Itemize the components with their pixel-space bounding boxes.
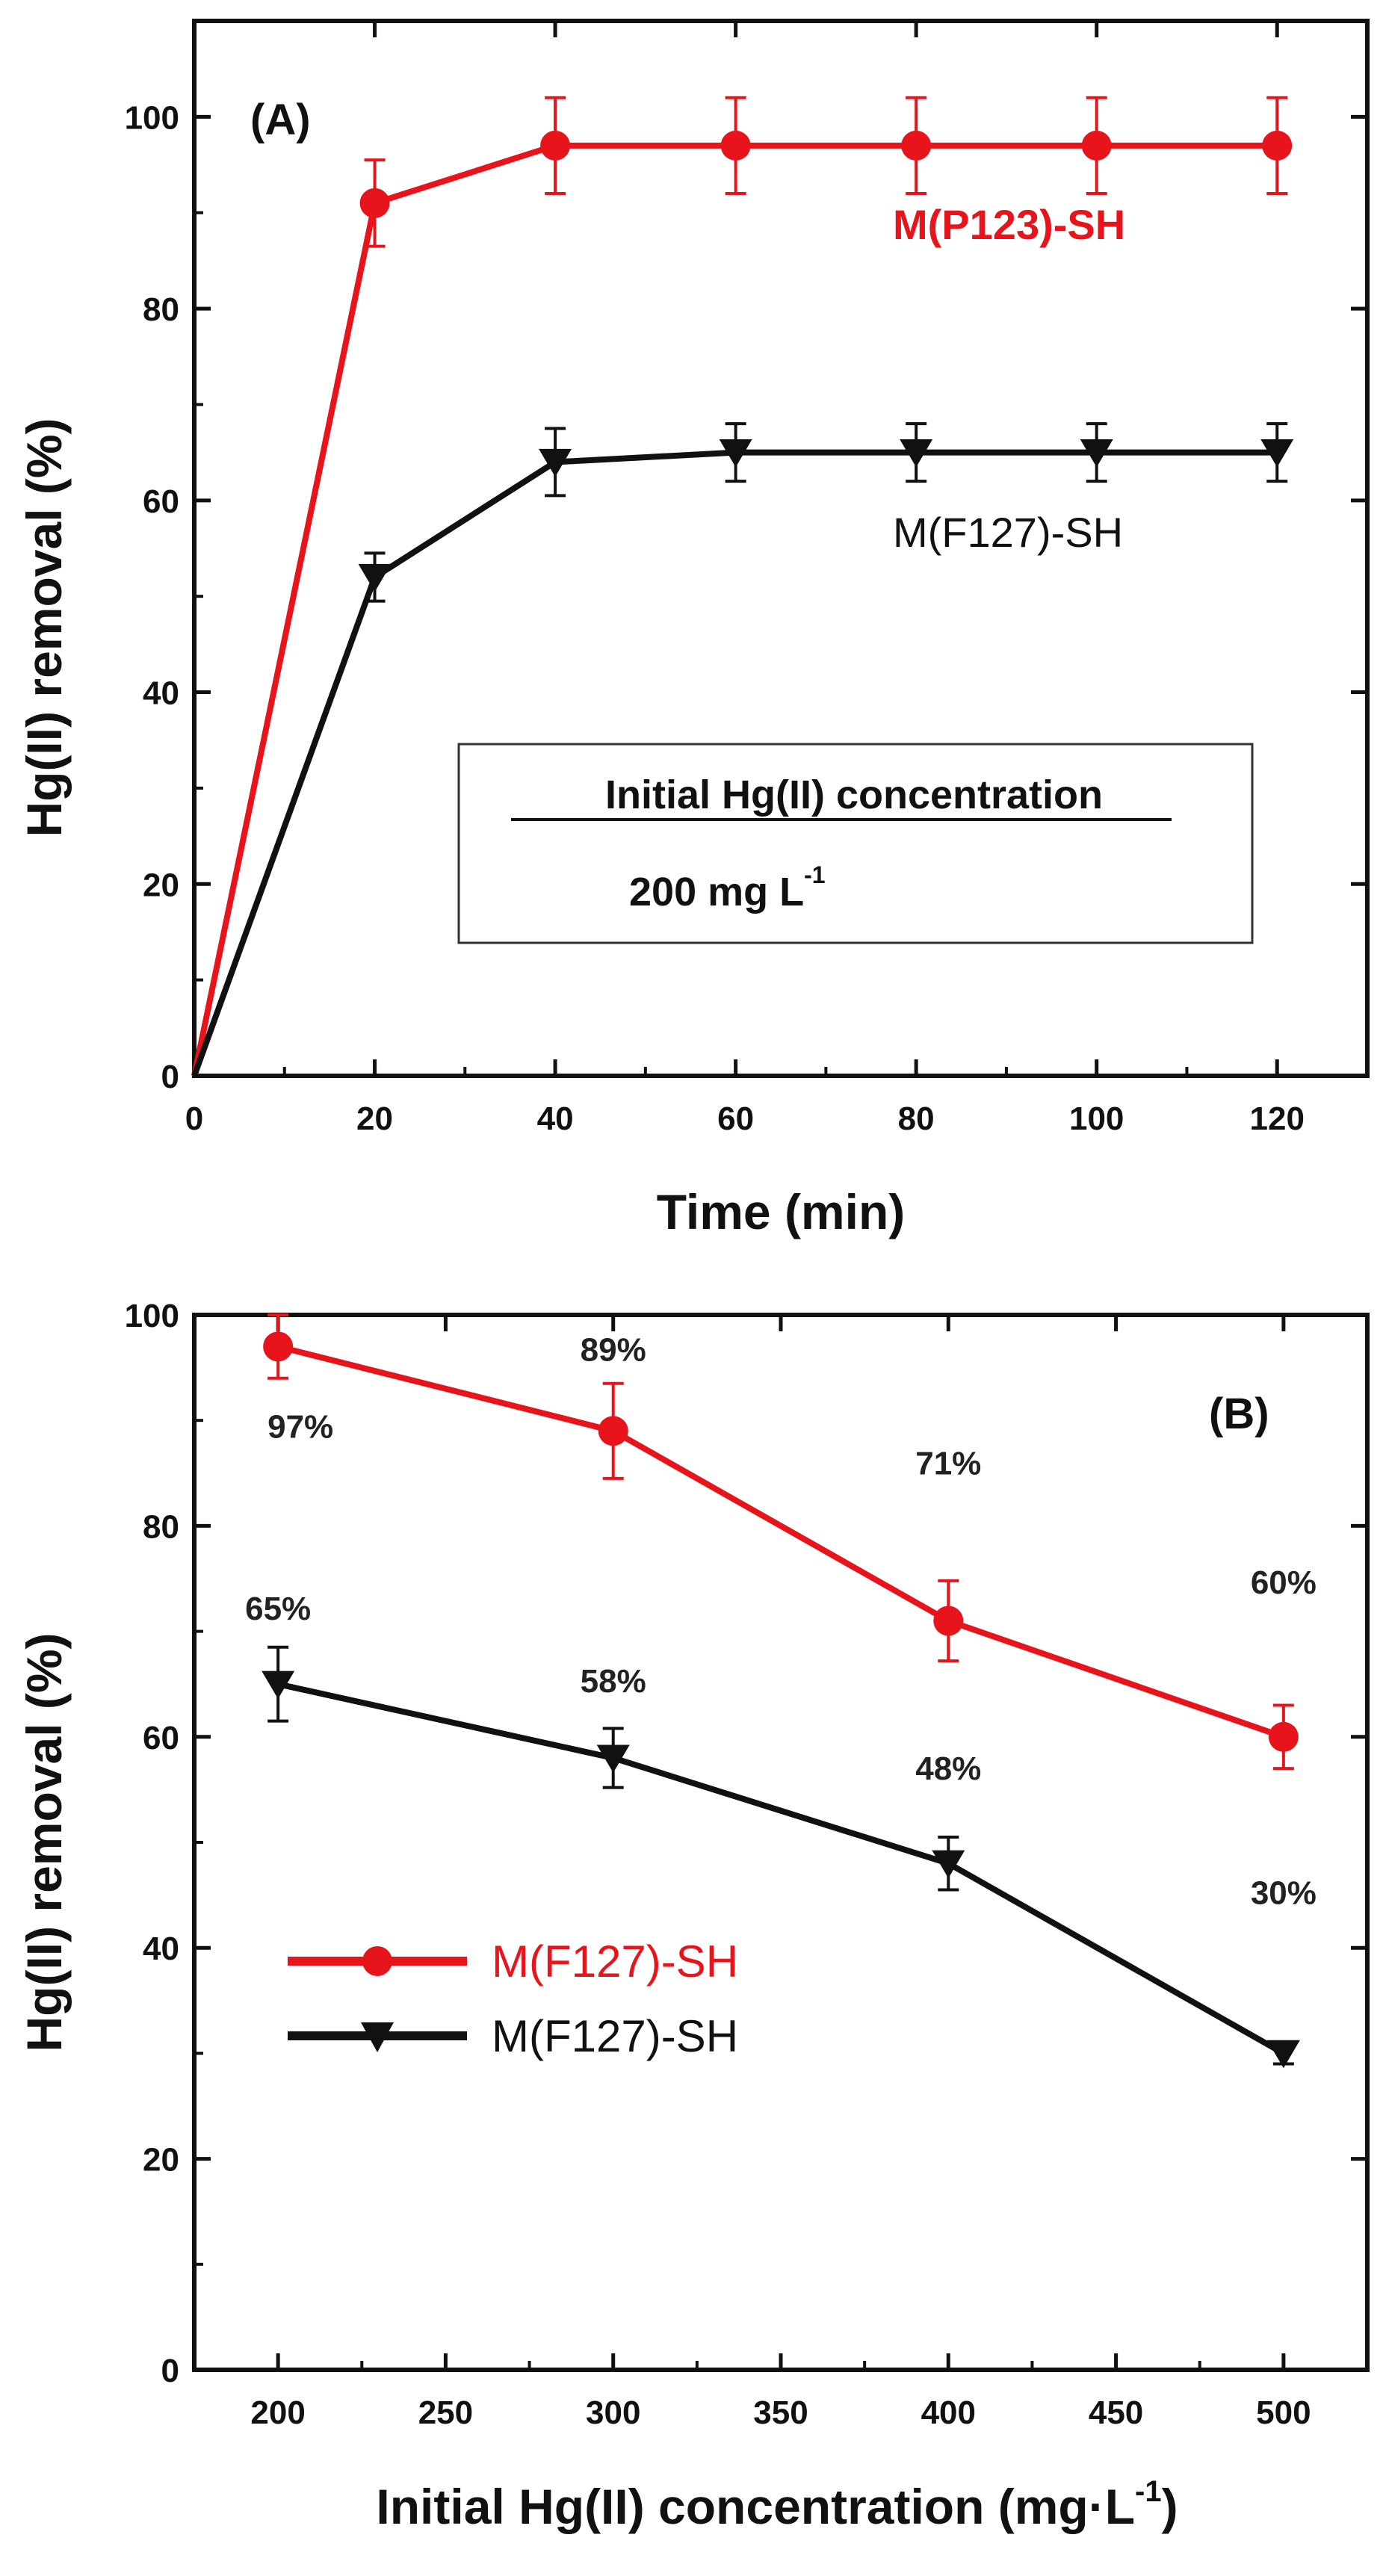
panel-b-ytick-label: 60 [143, 1720, 179, 1756]
panel-a-ytick-label: 40 [143, 675, 179, 712]
panel-a-series-label-red: M(P123)-SH [893, 201, 1125, 248]
panel-b-ytick-label: 0 [161, 2353, 179, 2389]
panel-b-point [598, 1416, 628, 1446]
annotation-value-main: 200 mg L [629, 870, 804, 914]
panel-a-series-label-black: M(F127)-SH [893, 509, 1123, 556]
panel-a-point [358, 563, 392, 592]
panel-a-label: (A) [250, 96, 311, 144]
legend-marker-black [361, 2022, 394, 2052]
panel-b-legend: M(F127)-SH M(F127)-SH [288, 1936, 738, 2061]
panel-a: (A) Hg(II) removal (%) Time (min) 0 20 40 6… [16, 19, 1370, 1239]
panel-b-frame [192, 1313, 1370, 2372]
panel-b-xtick-label: 500 [1256, 2394, 1311, 2431]
panel-b-ytick-label: 100 [125, 1298, 179, 1334]
panel-a-series [191, 96, 1294, 1077]
panel-a-point [539, 448, 572, 477]
panel-a-point [901, 130, 932, 161]
panel-a-ytick-label: 20 [143, 867, 179, 903]
panel-a-axes: 0 20 40 60 80 100 120 0 20 40 60 80 100 [125, 21, 1367, 1137]
panel-b-point [262, 1671, 295, 1699]
panel-b-data-label: 65% [245, 1591, 311, 1627]
annotation-title: Initial Hg(II) concentration [605, 773, 1103, 817]
panel-a-xtick-label: 80 [898, 1100, 935, 1137]
panel-a-point [1260, 439, 1294, 468]
panel-a-point [720, 130, 751, 161]
panel-b-data-label: 71% [915, 1445, 981, 1481]
panel-a-point [359, 188, 390, 218]
panel-b-axes: 200 250 300 350 400 450 500 0 20 40 60 80 100 [125, 1298, 1367, 2431]
panel-b-point [932, 1850, 965, 1879]
panel-a-xtick-label: 20 [356, 1100, 393, 1137]
panel-b-xtick-label: 200 [250, 2394, 305, 2431]
legend-label-black: M(F127)-SH [492, 2011, 738, 2061]
panel-b-data-label: 89% [581, 1331, 646, 1368]
panel-a-point [1080, 439, 1113, 468]
panel-b-xtick-label: 250 [418, 2394, 473, 2431]
legend-marker-red [362, 1946, 392, 1976]
panel-b-data-label: 97% [267, 1408, 333, 1445]
panel-b-label: (B) [1209, 1390, 1269, 1438]
panel-b-series-line-0 [277, 1343, 1285, 1740]
panel-a-point [540, 130, 571, 161]
panel-a-ylabel: Hg(II) removal (%) [16, 418, 72, 837]
panel-b-data-label: 60% [1251, 1564, 1317, 1601]
annotation-value: 200 mg L-1 [629, 861, 826, 914]
panel-b-xtick-label: 450 [1089, 2394, 1143, 2431]
panel-b: (B) Hg(II) removal (%) Initial Hg(II) co… [16, 1298, 1370, 2534]
panel-b-xtick-label: 400 [921, 2394, 976, 2431]
annotation-value-sup: -1 [804, 861, 825, 888]
panel-b-xtick-label: 350 [753, 2394, 808, 2431]
panel-a-xtick-label: 100 [1069, 1100, 1124, 1137]
panel-b-xlabel-end: ) [1162, 2479, 1178, 2534]
panel-b-point [1266, 2040, 1300, 2069]
panel-b-ylabel: Hg(II) removal (%) [16, 1632, 72, 2052]
annotation-box [457, 743, 1254, 944]
panel-b-xlabel: Initial Hg(II) concentration (mg·L-1) [376, 2475, 1178, 2534]
panel-a-xtick-label: 60 [717, 1100, 754, 1137]
panel-b-ytick-label: 40 [143, 1931, 179, 1967]
panel-b-xtick-label: 300 [586, 2394, 640, 2431]
panel-b-data-label: 58% [581, 1663, 646, 1700]
panel-a-point [900, 439, 933, 468]
panel-b-point [263, 1331, 294, 1362]
panel-a-point [1081, 130, 1112, 161]
panel-a-xlabel: Time (min) [657, 1184, 905, 1239]
panel-a-ytick-label: 100 [125, 99, 179, 136]
panel-a-xtick-label: 120 [1250, 1100, 1305, 1137]
panel-b-point [596, 1744, 630, 1773]
panel-b-point [933, 1606, 964, 1636]
panel-a-point [719, 439, 752, 468]
panel-a-ytick-label: 0 [161, 1059, 179, 1095]
panel-b-xlabel-main: Initial Hg(II) concentration (mg·L [376, 2479, 1135, 2534]
panel-a-xtick-label: 40 [537, 1100, 574, 1137]
panel-a-ytick-label: 60 [143, 483, 179, 520]
panel-a-point [1262, 130, 1293, 161]
panel-b-point [1268, 1721, 1299, 1752]
panel-b-data-label: 30% [1251, 1874, 1317, 1911]
panel-a-xtick-label: 0 [185, 1100, 203, 1137]
panel-b-series: 97% 89% 71% 60% 65% 58% 48% 30% [245, 1313, 1317, 2069]
panel-b-ytick-label: 80 [143, 1508, 179, 1545]
panel-a-series-line-0 [191, 142, 1278, 1077]
panel-b-ytick-label: 20 [143, 2142, 179, 2179]
legend-label-red: M(F127)-SH [492, 1936, 738, 1987]
panel-a-frame [192, 19, 1370, 1078]
panel-a-ytick-label: 80 [143, 291, 179, 328]
panel-b-data-label: 48% [915, 1750, 981, 1787]
panel-b-series-line-1 [277, 1681, 1285, 2056]
panel-a-annotation: Initial Hg(II) concentration 200 mg L-1 [457, 743, 1254, 944]
panel-b-xlabel-sup: -1 [1135, 2475, 1162, 2508]
